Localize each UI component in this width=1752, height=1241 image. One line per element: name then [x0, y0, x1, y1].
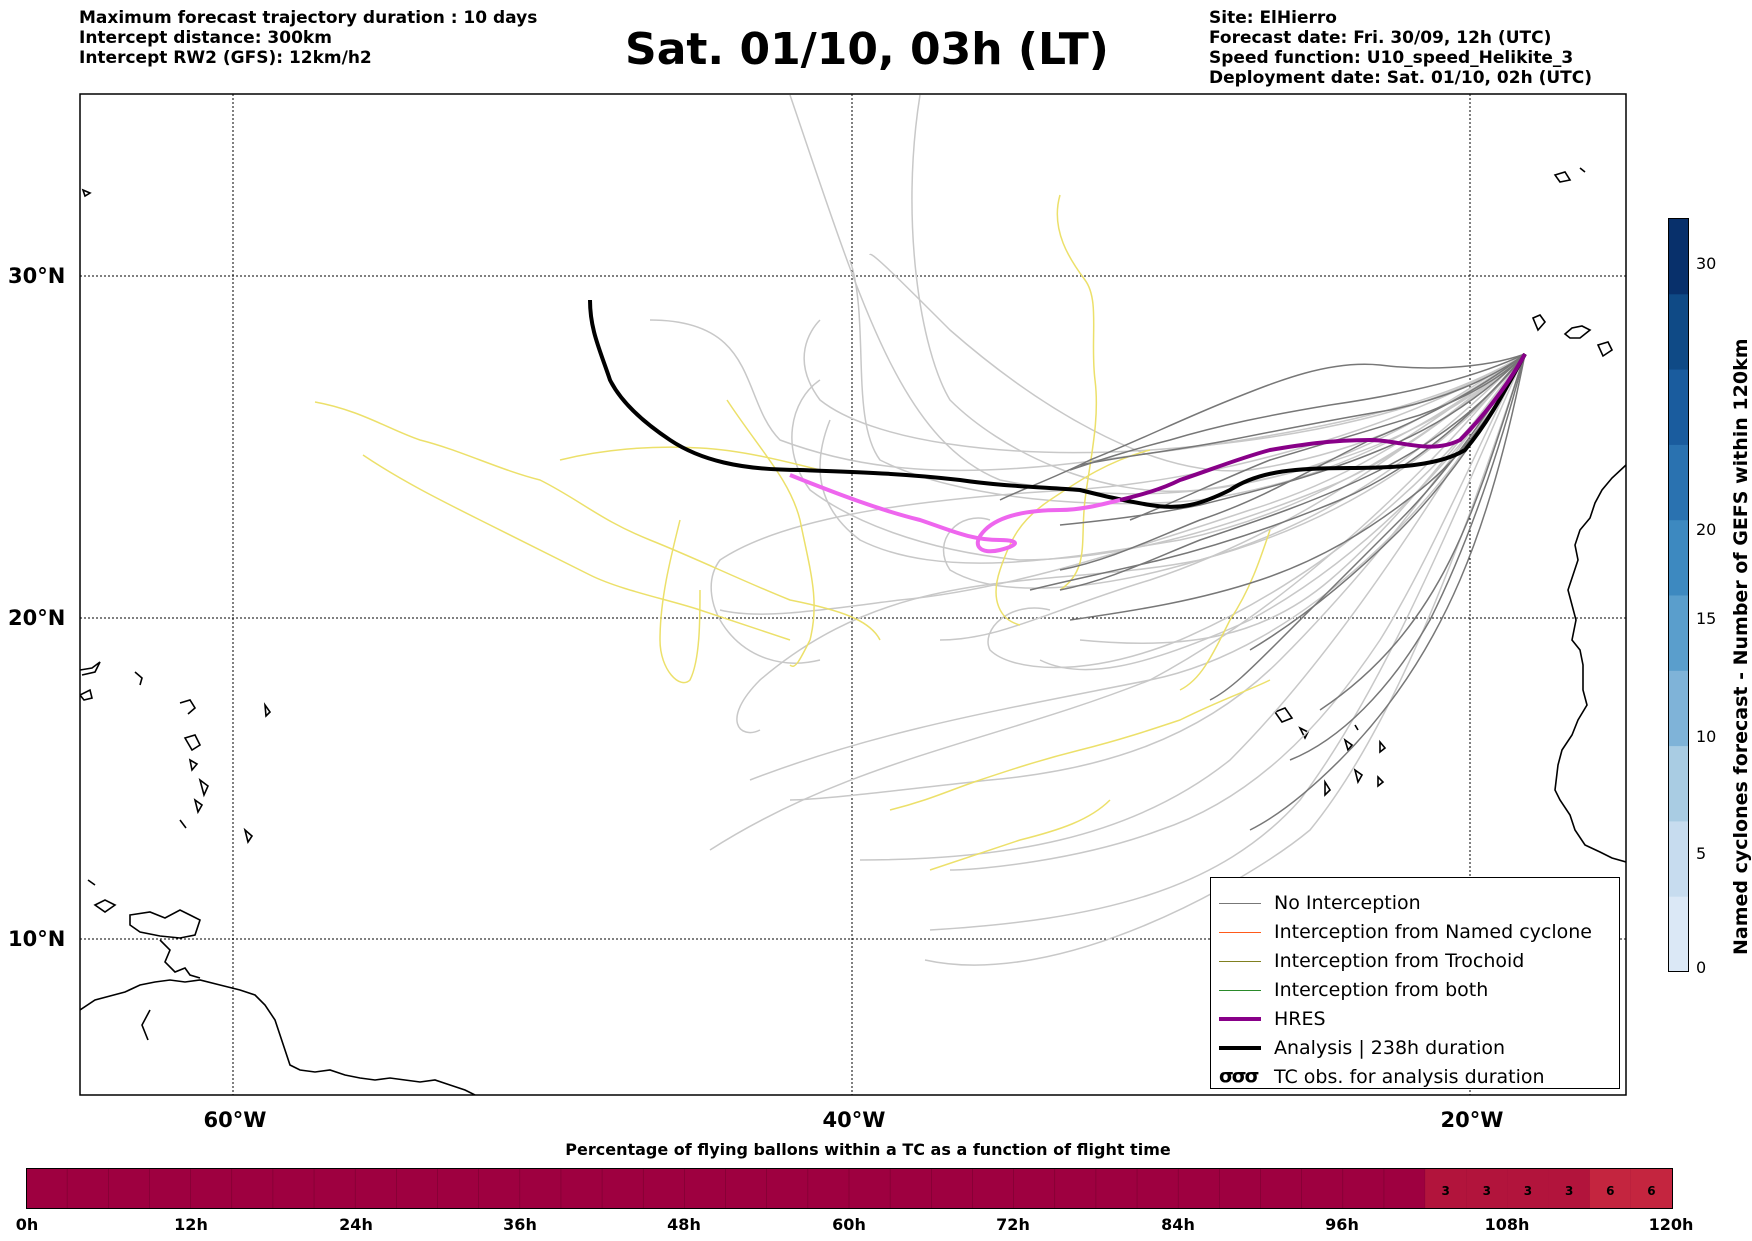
colorbar-cell [1668, 369, 1689, 445]
colorbar-tick-15: 15 [1696, 609, 1717, 628]
intercept-rw2-text: Intercept RW2 (GFS): 12km/h2 [79, 48, 372, 68]
legend-item-trochoid: Interception from Trochoid [1211, 948, 1619, 977]
bar-percent-label: 3 [1441, 1184, 1450, 1198]
hour-label-36h: 36h [503, 1215, 537, 1234]
lon-label-20w: 20°W [1440, 1108, 1504, 1132]
colorbar-cell [1668, 444, 1689, 521]
hour-label-48h: 48h [667, 1215, 701, 1234]
hour-label-60h: 60h [832, 1215, 866, 1234]
lat-label-10n: 10°N [8, 927, 66, 951]
site-text: Site: ElHierro [1209, 8, 1337, 28]
header-right: Site: ElHierro Forecast date: Fri. 30/09… [1209, 8, 1592, 88]
colorbar-cell [1668, 519, 1689, 596]
colorbar-cell [1668, 670, 1689, 747]
bar-percent-label: 3 [1564, 1184, 1574, 1198]
thin-gray-line-icon [1219, 903, 1261, 904]
hour-label-108h: 108h [1484, 1215, 1530, 1234]
colorbar-cell [1668, 218, 1689, 295]
bar-segment [1630, 1168, 1672, 1209]
bar-segment [1589, 1168, 1631, 1209]
lon-label-60w: 60°W [203, 1108, 267, 1132]
max-duration-text: Maximum forecast trajectory duration : 1… [79, 8, 538, 28]
speed-function-text: Speed function: U10_speed_Helikite_3 [1209, 48, 1574, 68]
forecast-date-text: Forecast date: Fri. 30/09, 12h (UTC) [1209, 28, 1552, 48]
page-title: Sat. 01/10, 03h (LT) [625, 24, 1109, 75]
colorbar-title: Named cyclones forecast - Number of GEFS… [1730, 338, 1752, 955]
colorbar-tick-20: 20 [1696, 520, 1717, 539]
legend-item-tc-obs: σσσ TC obs. for analysis duration [1211, 1064, 1619, 1093]
colorbar-cell [1668, 745, 1689, 822]
legend-item-analysis: Analysis | 238h duration [1211, 1035, 1619, 1064]
thick-purple-line-icon [1219, 1017, 1261, 1021]
bar-segment [1507, 1168, 1549, 1209]
lon-label-40w: 40°W [822, 1108, 886, 1132]
bar-percent-label: 6 [1606, 1184, 1615, 1198]
thick-black-line-icon [1219, 1046, 1261, 1050]
colorbar-cell [1668, 896, 1689, 972]
legend: No Interception Interception from Named … [1210, 877, 1620, 1089]
bar-percent-label: 3 [1523, 1184, 1533, 1198]
lat-label-20n: 20°N [8, 606, 66, 630]
legend-label: Interception from both [1274, 979, 1489, 1001]
thin-orange-line-icon [1219, 932, 1261, 933]
hour-label-24h: 24h [339, 1215, 373, 1234]
legend-label: HRES [1274, 1008, 1326, 1030]
no-interception-trajectories [999, 353, 1526, 831]
flight-time-bar [26, 1168, 1673, 1209]
legend-label: Analysis | 238h duration [1274, 1037, 1506, 1059]
legend-label: TC obs. for analysis duration [1274, 1066, 1545, 1088]
colorbar-tick-0: 0 [1696, 958, 1707, 977]
lat-label-30n: 30°N [8, 264, 66, 288]
colorbar-cell [1668, 820, 1689, 897]
bottom-bar-title: Percentage of flying ballons within a TC… [565, 1140, 1171, 1159]
bar-segment [1425, 1168, 1467, 1209]
hour-label-0h: 0h [15, 1215, 39, 1234]
bar-segment [1466, 1168, 1508, 1209]
hour-label-84h: 84h [1161, 1215, 1195, 1234]
colorbar [1668, 218, 1689, 972]
hurricane-symbols-icon: σσσ [1219, 1065, 1259, 1087]
intercept-distance-text: Intercept distance: 300km [79, 28, 332, 48]
colorbar-cell [1668, 595, 1689, 671]
legend-label: Interception from Named cyclone [1274, 921, 1592, 943]
thin-olive-line-icon [1219, 961, 1261, 962]
legend-item-both: Interception from both [1211, 977, 1619, 1006]
hres-track [1119, 353, 1527, 502]
map-frame [79, 93, 1627, 1096]
thin-green-line-icon [1219, 990, 1261, 991]
hour-label-96h: 96h [1325, 1215, 1359, 1234]
gefs-trajectories [649, 94, 1526, 966]
header-left: Maximum forecast trajectory duration : 1… [79, 8, 537, 68]
bar-percent-label: 3 [1482, 1184, 1491, 1198]
colorbar-tick-30: 30 [1696, 254, 1717, 273]
colorbar-tick-10: 10 [1696, 727, 1717, 746]
legend-item-named-cyclone: Interception from Named cyclone [1211, 919, 1619, 948]
yellow-trajectories [314, 194, 1271, 871]
bar-percent-label: 6 [1647, 1184, 1656, 1198]
hour-label-12h: 12h [174, 1215, 208, 1234]
analysis-track [588, 299, 1527, 509]
legend-label: Interception from Trochoid [1274, 950, 1525, 972]
colorbar-tick-5: 5 [1696, 844, 1707, 863]
bar-segment [1548, 1168, 1590, 1209]
colorbar-cell [1668, 293, 1689, 370]
coastlines [80, 167, 1626, 1095]
deployment-date-text: Deployment date: Sat. 01/10, 02h (UTC) [1209, 68, 1593, 88]
legend-label: No Interception [1274, 892, 1421, 914]
hres-pink-track [789, 473, 1121, 554]
legend-item-no-interception: No Interception [1211, 890, 1619, 919]
hour-label-120h: 120h [1648, 1215, 1694, 1234]
legend-item-hres: HRES [1211, 1006, 1619, 1035]
hour-label-72h: 72h [996, 1215, 1030, 1234]
